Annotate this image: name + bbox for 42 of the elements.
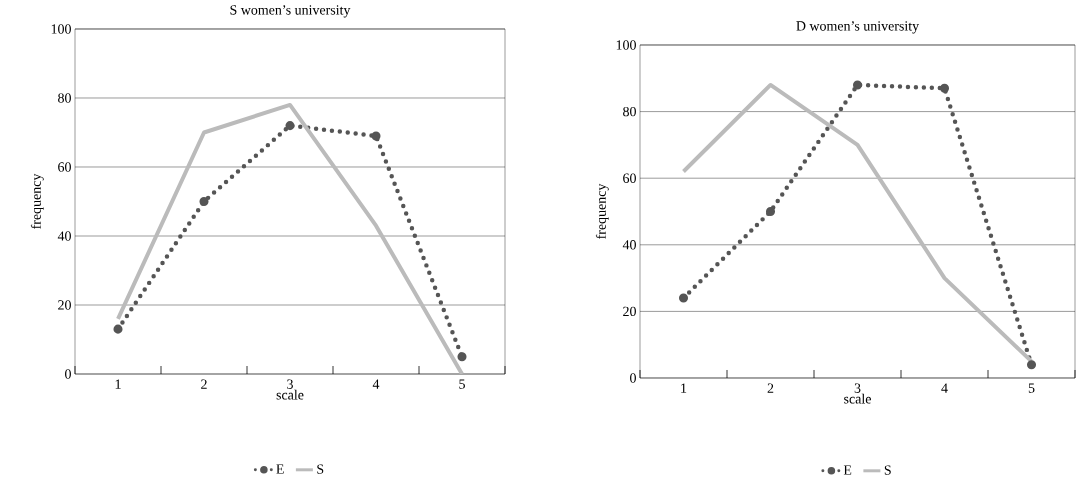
- point: [457, 352, 467, 362]
- chart-title: D women’s university: [796, 21, 920, 34]
- y-tick-label: 40: [622, 240, 636, 250]
- x-tick-label: 3: [854, 383, 861, 393]
- point: [852, 80, 863, 90]
- legend-label: E: [843, 465, 852, 475]
- legend-label: E: [276, 464, 284, 474]
- x-tick-label: 4: [941, 383, 948, 393]
- point: [285, 121, 295, 131]
- x-tick-label: 3: [287, 379, 293, 389]
- y-tick-label: 60: [623, 173, 636, 183]
- y-tick-label: 80: [58, 93, 71, 103]
- x-tick-label: 4: [372, 379, 380, 389]
- point: [678, 293, 689, 303]
- y-tick-label: 20: [623, 306, 636, 317]
- point: [939, 83, 950, 93]
- x-tick-label: 5: [459, 379, 465, 389]
- x-tick-label: 2: [201, 379, 207, 389]
- y-tick-label: 80: [623, 106, 636, 117]
- x-axis-title: scale: [844, 393, 871, 404]
- x-tick-label: 1: [681, 383, 687, 393]
- y-axis-title: frequency: [30, 173, 44, 229]
- y-tick-label: 20: [58, 300, 71, 310]
- y-tick-label: 100: [616, 40, 636, 50]
- y-tick-label: 0: [65, 369, 71, 379]
- y-tick-label: 0: [630, 373, 636, 383]
- point: [371, 131, 381, 141]
- x-tick-label: 1: [115, 379, 121, 389]
- y-tick-label: 100: [51, 24, 71, 34]
- legend-label: S: [884, 465, 891, 475]
- point: [1026, 360, 1037, 370]
- x-tick-label: 2: [767, 383, 774, 393]
- chart-title: S women’s university: [230, 5, 351, 18]
- x-tick-label: 5: [1028, 383, 1035, 393]
- y-tick-label: 40: [57, 231, 71, 241]
- point: [199, 196, 209, 207]
- y-tick-label: 60: [58, 162, 71, 172]
- point: [113, 324, 123, 334]
- legend-label: S: [317, 464, 324, 474]
- y-axis-title: frequency: [595, 183, 609, 239]
- point: [765, 206, 776, 217]
- x-axis-title: scale: [276, 389, 304, 400]
